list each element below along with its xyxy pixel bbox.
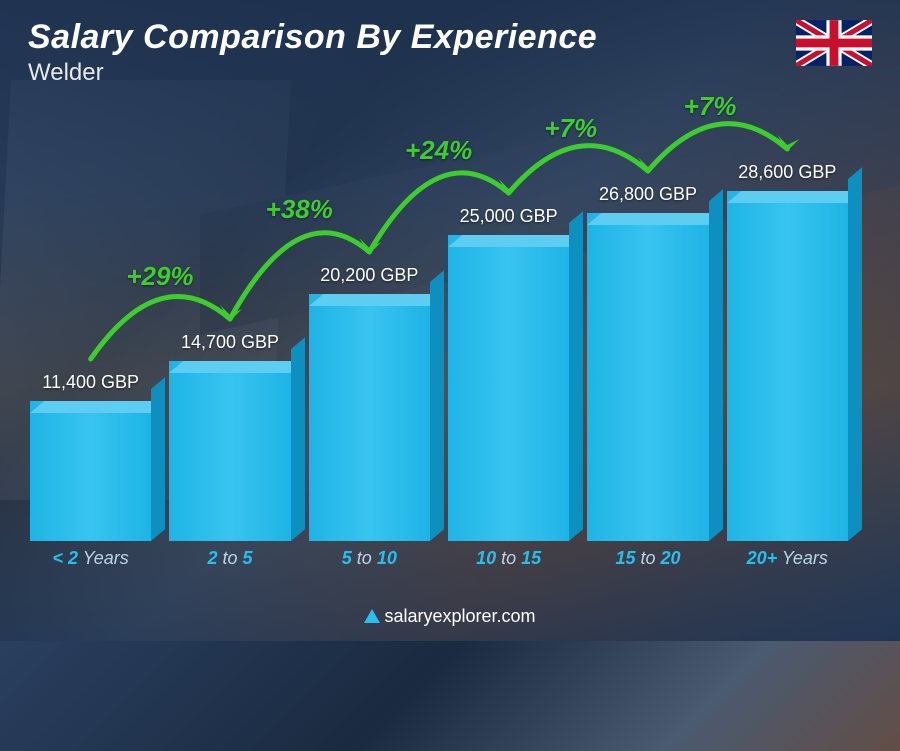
bar: 25,000 GBP [448,206,569,541]
x-axis-labels: < 2 Years 2 to 5 5 to 10 10 to 15 15 to 20 20… [30,548,848,569]
bar: 20,200 GBP [309,265,430,541]
bar-value-label: 20,200 GBP [320,265,418,286]
x-axis-label: < 2 Years [30,548,151,569]
chart-area: 11,400 GBP 14,700 GBP 20,200 GBP 25,000 GBP… [30,110,848,569]
x-axis-label: 20+ Years [727,548,848,569]
x-axis-label: 15 to 20 [587,548,708,569]
bar: 26,800 GBP [587,184,708,541]
bar: 28,600 GBP [727,162,848,541]
x-axis-label: 2 to 5 [169,548,290,569]
footer-text: salaryexplorer.com [384,606,535,626]
bar-value-label: 11,400 GBP [42,372,139,393]
bar-value-label: 28,600 GBP [738,162,836,183]
logo-icon [364,609,380,623]
bar-value-label: 26,800 GBP [599,184,697,205]
bar-3d [309,294,430,541]
bar-3d [169,361,290,541]
bar-3d [587,213,708,541]
bar-3d [30,401,151,541]
bar: 14,700 GBP [169,332,290,541]
bar: 11,400 GBP [30,372,151,541]
bar-3d [448,235,569,541]
uk-flag-icon [796,20,872,66]
x-axis-label: 10 to 15 [448,548,569,569]
x-axis-label: 5 to 10 [309,548,430,569]
header: Salary Comparison By Experience Welder [28,18,872,87]
chart-subtitle: Welder [28,59,872,87]
chart-title: Salary Comparison By Experience [28,18,872,57]
bar-value-label: 25,000 GBP [460,206,558,227]
bar-value-label: 14,700 GBP [181,332,279,353]
footer: salaryexplorer.com [0,606,900,627]
bars-container: 11,400 GBP 14,700 GBP 20,200 GBP 25,000 GBP… [30,121,848,541]
bar-3d [727,191,848,541]
